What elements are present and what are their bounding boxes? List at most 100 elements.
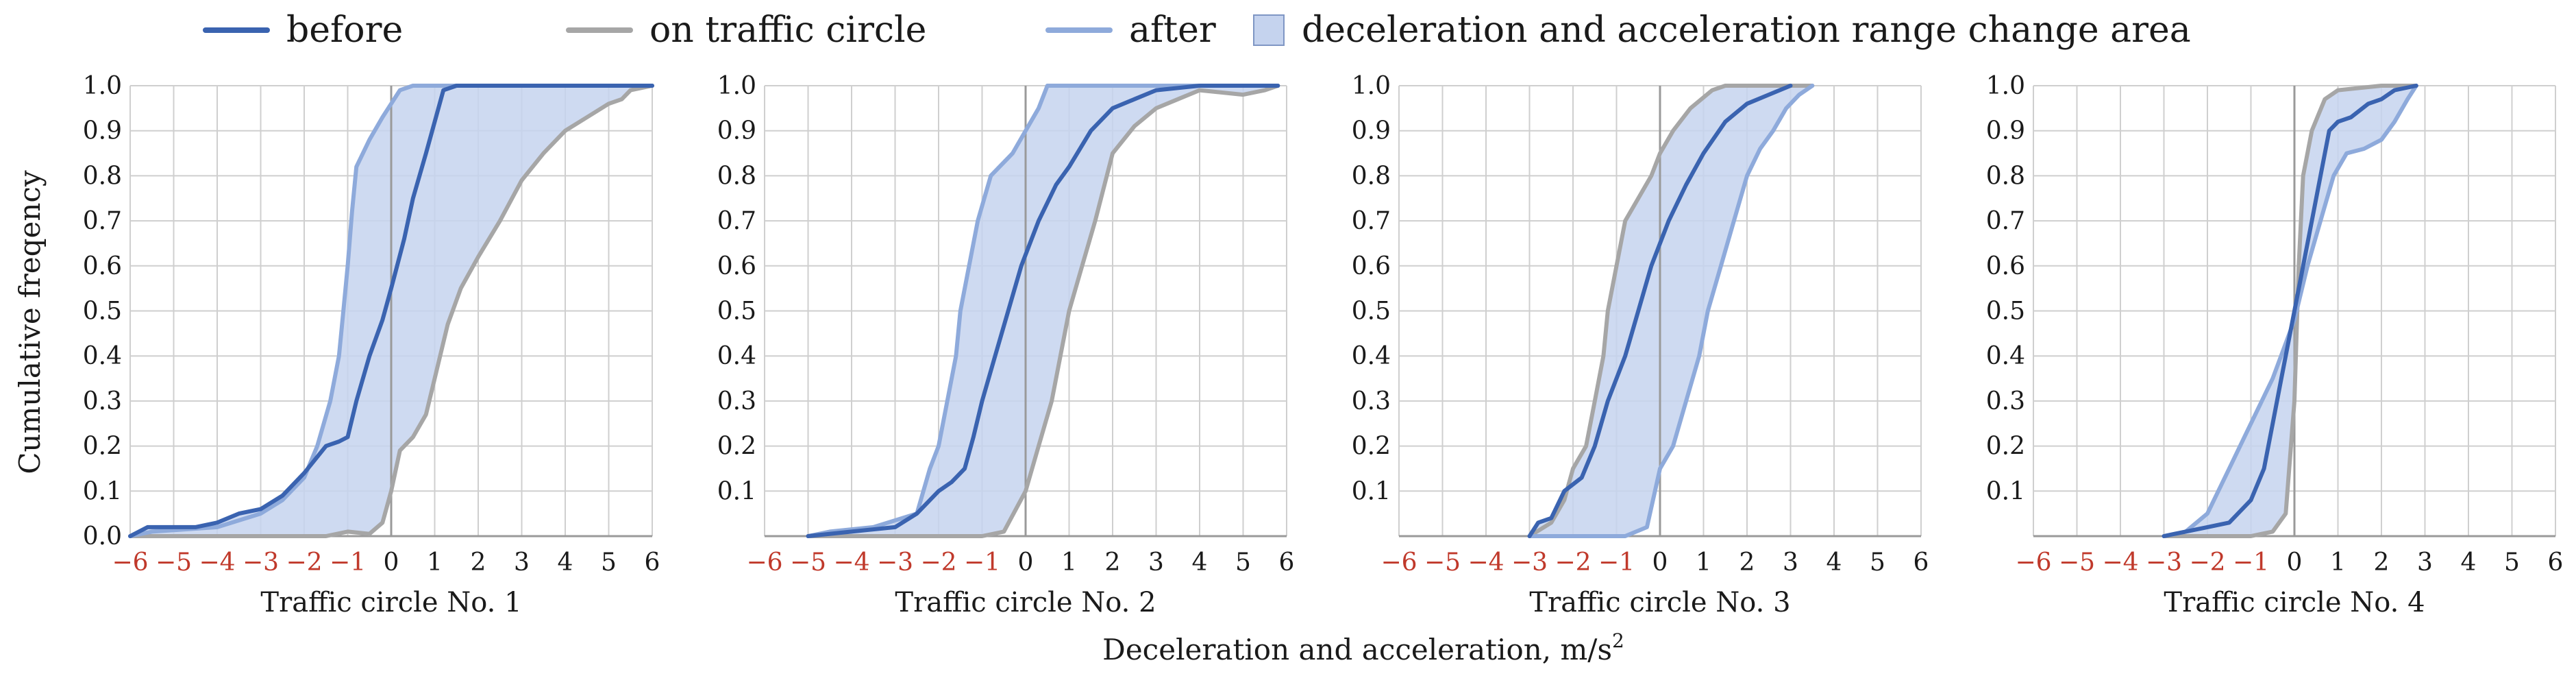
y-axis-title: Cumulative freqency (13, 170, 47, 474)
y-tick-label: 0.6 (83, 252, 122, 280)
y-tick-label: 0.5 (717, 298, 756, 326)
x-tick-label: −6 (746, 548, 782, 577)
x-tick-label: 4 (2461, 548, 2477, 577)
x-tick-label: −5 (1424, 548, 1461, 577)
x-tick-label: 0 (1018, 548, 1034, 577)
y-tick-label: 0.8 (717, 162, 756, 190)
y-tick-label: 0.9 (717, 117, 756, 145)
x-tick-label: 5 (1870, 548, 1885, 577)
x-axis-title-superscript: 2 (1612, 629, 1624, 652)
x-tick-label: 3 (1148, 548, 1164, 577)
legend-label-on: on traffic circle (649, 10, 926, 51)
y-tick-label: 0.2 (83, 433, 122, 461)
x-tick-label: 0 (384, 548, 399, 577)
y-tick-label: 0.6 (717, 252, 756, 280)
x-tick-label: −4 (833, 548, 869, 577)
y-tick-label: 0.6 (1986, 252, 2025, 280)
series-line-on (806, 84, 1280, 538)
y-tick-label: 0.7 (717, 207, 756, 235)
range-change-area (808, 86, 1278, 536)
panel-3: 0.1 0.2 0.3 0.4 0.5 0.6 0.7 0.8 0.9 1.0 −6 −5 −4 −3 −2… (1352, 72, 1929, 618)
panel-title: Traffic circle No. 1 (260, 587, 521, 618)
series-line-on (1527, 84, 1815, 538)
y-tick-label: 0.0 (83, 522, 122, 551)
x-tick-label: 1 (1061, 548, 1077, 577)
x-tick-label: −5 (156, 548, 192, 577)
panel-title: Traffic circle No. 3 (1529, 587, 1790, 618)
y-tick-label: 0.4 (1352, 342, 1391, 370)
y-tick-label: 0.3 (717, 387, 756, 415)
x-tick-label: 6 (645, 548, 660, 577)
legend-swatch-area (1253, 14, 1285, 46)
y-tick-label: 0.7 (83, 207, 122, 235)
y-tick-label: 0.3 (1352, 387, 1391, 415)
x-tick-label: −2 (920, 548, 956, 577)
y-tick-label: 0.1 (717, 477, 756, 505)
y-tick-label: 0.9 (83, 117, 122, 145)
x-tick-label: −1 (964, 548, 1000, 577)
x-axis-title-text: Deceleration and acceleration, m/s (1102, 633, 1612, 666)
x-tick-label: −4 (2102, 548, 2138, 577)
panel-title: Traffic circle No. 2 (895, 587, 1156, 618)
series-line-before (1527, 84, 1793, 538)
x-tick-label: 6 (1914, 548, 1929, 577)
x-tick-label: 0 (2287, 548, 2303, 577)
x-tick-label: −3 (877, 548, 913, 577)
y-tick-label: 0.2 (717, 433, 756, 461)
x-tick-label: −4 (1467, 548, 1504, 577)
x-tick-label: 2 (2374, 548, 2390, 577)
legend-label-area: deceleration and acceleration range chan… (1302, 10, 2191, 51)
x-tick-label: 4 (1192, 548, 1208, 577)
y-tick-label: 0.9 (1352, 117, 1391, 145)
x-tick-label: −5 (790, 548, 826, 577)
panel-1: 0.00.10.20.30.40.50.60.70.80.91.0−6 −5 −4−… (83, 72, 660, 618)
y-tick-label: 0.4 (717, 342, 756, 370)
y-tick-label: 1.0 (717, 72, 756, 100)
panel-4: 0.1 0.2 0.3 0.4 0.5 0.6 0.7 0.8 0.9 1.0 −6 −5 −4 −3 −2… (1986, 72, 2564, 618)
y-tick-label: 0.8 (1986, 162, 2025, 190)
x-tick-label: 3 (2417, 548, 2433, 577)
x-tick-label: −2 (286, 548, 322, 577)
x-tick-label: 2 (1105, 548, 1121, 577)
y-tick-label: 0.3 (83, 387, 122, 415)
x-tick-label: 1 (427, 548, 443, 577)
y-tick-label: 0.2 (1352, 433, 1391, 461)
series-line-after (806, 84, 1280, 538)
y-tick-label: 0.5 (83, 298, 122, 326)
series-line-on (2162, 84, 2418, 538)
x-tick-label: −3 (2146, 548, 2182, 577)
x-tick-label: −2 (1555, 548, 1591, 577)
x-tick-label: 0 (1652, 548, 1668, 577)
x-tick-label: −5 (2059, 548, 2095, 577)
x-tick-label: 6 (2548, 548, 2564, 577)
series-line-on (128, 84, 654, 538)
y-tick-label: 1.0 (1352, 72, 1391, 100)
y-tick-label: 0.8 (1352, 162, 1391, 190)
y-tick-label: 0.8 (83, 162, 122, 190)
x-tick-label: 6 (1279, 548, 1295, 577)
x-axis-title: Deceleration and acceleration, m/s2 (1102, 629, 1624, 666)
panels: 0.00.10.20.30.40.50.60.70.80.91.0−6 −5 −4−… (83, 72, 2564, 618)
series-line-after (128, 84, 654, 538)
x-tick-label: 4 (558, 548, 573, 577)
y-tick-label: 0.1 (83, 477, 122, 505)
legend: before on traffic circle after deceleration… (203, 10, 2191, 51)
x-tick-label: −1 (2233, 548, 2269, 577)
x-tick-label: −1 (1598, 548, 1635, 577)
y-tick-label: 0.4 (83, 342, 122, 370)
series-line-after (1527, 84, 1815, 538)
x-tick-label: −3 (1511, 548, 1548, 577)
series-line-before (806, 84, 1280, 538)
x-tick-label: −6 (112, 548, 148, 577)
x-tick-label: −2 (2189, 548, 2225, 577)
x-tick-label: −1 (330, 548, 366, 577)
x-tick-label: 2 (471, 548, 486, 577)
y-tick-label: 1.0 (83, 72, 122, 100)
x-tick-label: 5 (601, 548, 617, 577)
x-tick-label: −6 (1380, 548, 1417, 577)
panel-title: Traffic circle No. 4 (2164, 587, 2425, 618)
x-tick-label: 5 (2504, 548, 2520, 577)
x-tick-label: 3 (514, 548, 530, 577)
x-tick-label: 1 (2330, 548, 2346, 577)
y-tick-label: 0.7 (1352, 207, 1391, 235)
